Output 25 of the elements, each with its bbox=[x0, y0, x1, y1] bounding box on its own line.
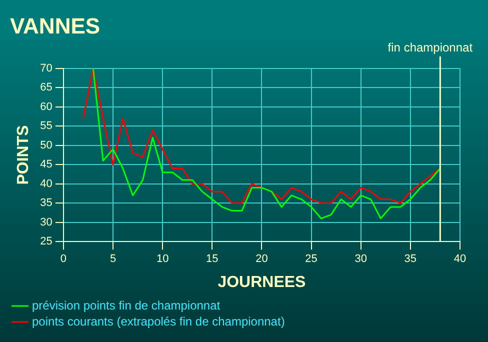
y-tick-label: 45 bbox=[40, 158, 52, 171]
y-tick-label: 70 bbox=[40, 62, 52, 74]
x-tick-label: 30 bbox=[354, 253, 367, 266]
legend-label: prévision points fin de championnat bbox=[32, 298, 221, 312]
y-tick-label: 35 bbox=[40, 197, 52, 210]
x-tick-label: 5 bbox=[110, 253, 116, 266]
x-tick-label: 20 bbox=[256, 253, 268, 266]
y-axis-title: POINTS bbox=[15, 124, 32, 185]
chart-title: VANNES bbox=[10, 13, 100, 38]
x-tick-label: 40 bbox=[454, 253, 466, 266]
y-tick-label: 40 bbox=[40, 178, 52, 190]
x-tick-label: 0 bbox=[60, 253, 66, 266]
legend-label: points courants (extrapolés fin de championnat) bbox=[32, 314, 285, 328]
y-tick-label: 65 bbox=[40, 82, 52, 94]
x-tick-label: 15 bbox=[206, 253, 218, 266]
y-tick-label: 55 bbox=[40, 120, 52, 132]
x-tick-label: 25 bbox=[305, 253, 318, 266]
y-tick-label: 50 bbox=[40, 139, 52, 152]
y-tick-label: 30 bbox=[40, 216, 52, 228]
x-axis-title: JOURNEES bbox=[218, 274, 306, 291]
x-tick-label: 10 bbox=[156, 253, 169, 266]
y-tick-label: 60 bbox=[40, 100, 52, 113]
ref-line-label: fin championnat bbox=[388, 40, 474, 55]
y-tick-label: 25 bbox=[40, 236, 52, 248]
x-tick-label: 35 bbox=[404, 253, 417, 266]
